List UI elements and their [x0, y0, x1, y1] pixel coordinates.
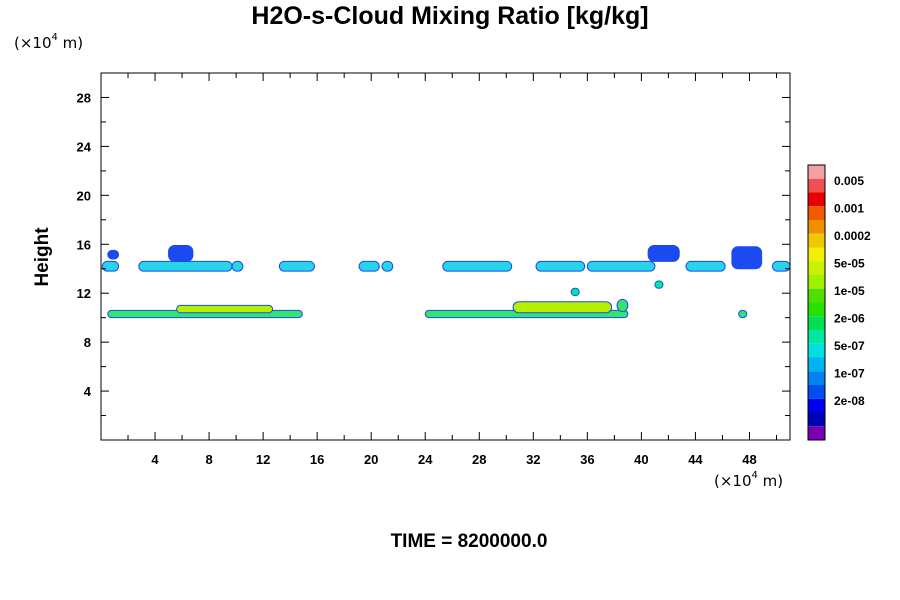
contour-patch-9 — [442, 260, 513, 272]
contour-patch-3 — [138, 260, 233, 272]
colorbar-swatch — [808, 426, 825, 440]
x-tick-label: 40 — [634, 452, 648, 467]
colorbar-swatch — [808, 233, 825, 248]
colorbar-label: 0.005 — [834, 174, 864, 188]
colorbar-swatch — [808, 178, 825, 193]
contour-patch-14 — [731, 246, 763, 270]
colorbar-swatch — [808, 316, 825, 330]
colorbar-label: 2e-08 — [834, 394, 865, 408]
colorbar-label: 0.001 — [834, 201, 864, 215]
x-tick-label: 20 — [364, 452, 378, 467]
colorbar-swatch — [808, 412, 825, 427]
y-tick-label: 28 — [77, 90, 91, 105]
colorbar-swatch — [808, 275, 825, 289]
colorbar-swatch — [808, 302, 825, 317]
plot-frame — [100, 72, 791, 441]
colorbar-label: 5e-07 — [834, 339, 865, 353]
colorbar-swatch — [808, 247, 825, 262]
colorbar-swatch — [808, 261, 825, 275]
colorbar-swatch — [808, 343, 825, 358]
x-unit-exponent: 4 — [751, 470, 758, 481]
contour-patch-13 — [685, 260, 726, 272]
chart-title: H2O-s-Cloud Mixing Ratio [kg/kg] — [251, 2, 649, 30]
contour-patch-5 — [231, 260, 244, 272]
contour-patch-1 — [101, 260, 120, 272]
colorbar-frame — [807, 164, 826, 441]
colorbar-swatch — [808, 192, 825, 207]
contour-fields — [101, 244, 790, 319]
time-label: TIME = 8200000.0 — [390, 531, 548, 552]
y-axis-unit: (×104 m) — [14, 32, 84, 52]
y-axis-ticks: 4 8 12 16 20 24 28 — [77, 72, 790, 417]
colorbar-swatch — [808, 371, 825, 385]
colorbar-label: 1e-05 — [834, 284, 865, 298]
x-unit-prefix: (×10 — [714, 472, 752, 490]
x-axis-unit: (×104 m) — [714, 470, 784, 490]
colorbar-swatch — [808, 385, 825, 399]
colorbar-label: 5e-05 — [834, 256, 865, 270]
x-axis-ticks: 4 8 12 16 20 24 28 32 36 40 44 48 — [127, 73, 777, 467]
contour-patch-7 — [358, 260, 380, 272]
contour-patch-23 — [738, 309, 748, 319]
contour-patch-2 — [107, 249, 120, 260]
colorbar-swatch — [808, 357, 825, 372]
colorbar-label: 0.0002 — [834, 229, 871, 243]
colorbar-swatch — [808, 330, 825, 344]
x-tick-label: 4 — [151, 452, 159, 467]
contour-patch-8 — [381, 260, 394, 272]
y-tick-label: 16 — [77, 237, 91, 252]
contour-patch-15 — [771, 260, 790, 272]
x-tick-label: 12 — [256, 452, 270, 467]
y-tick-label: 8 — [84, 335, 91, 350]
colorbar-label: 2e-06 — [834, 311, 865, 325]
x-tick-label: 28 — [472, 452, 486, 467]
y-unit-suffix: m) — [57, 34, 84, 52]
colorbar-swatch — [808, 165, 825, 179]
contour-patch-10 — [535, 260, 586, 272]
contour-patch-12 — [647, 244, 680, 262]
y-tick-label: 20 — [77, 188, 91, 203]
colorbar-swatch — [808, 220, 825, 234]
y-unit-prefix: (×10 — [14, 34, 52, 52]
contour-patch-19 — [512, 301, 613, 314]
x-tick-label: 48 — [742, 452, 756, 467]
contour-patch-6 — [278, 260, 315, 272]
x-tick-label: 24 — [418, 452, 433, 467]
colorbar-label: 1e-07 — [834, 366, 865, 380]
y-unit-exponent: 4 — [51, 32, 58, 43]
colorbar-swatch — [808, 398, 825, 413]
y-tick-label: 4 — [84, 384, 92, 399]
x-tick-label: 8 — [205, 452, 212, 467]
contour-patch-20 — [616, 298, 629, 313]
contour-patch-11 — [586, 260, 656, 272]
y-tick-label: 24 — [77, 139, 92, 154]
y-tick-label: 12 — [77, 286, 91, 301]
contour-patch-21 — [570, 287, 580, 297]
x-tick-label: 44 — [688, 452, 703, 467]
colorbar-swatch — [808, 206, 825, 220]
x-tick-label: 16 — [310, 452, 324, 467]
contour-patch-17 — [176, 304, 274, 314]
colorbar: 0.005 0.001 0.0002 5e-05 1e-05 2e-06 5e-07 1e-0… — [807, 164, 871, 441]
x-unit-suffix: m) — [757, 472, 784, 490]
colorbar-swatch — [808, 288, 825, 303]
contour-patch-4 — [168, 244, 194, 262]
contour-patch-22 — [654, 280, 664, 289]
x-tick-label: 32 — [526, 452, 540, 467]
x-tick-label: 36 — [580, 452, 594, 467]
